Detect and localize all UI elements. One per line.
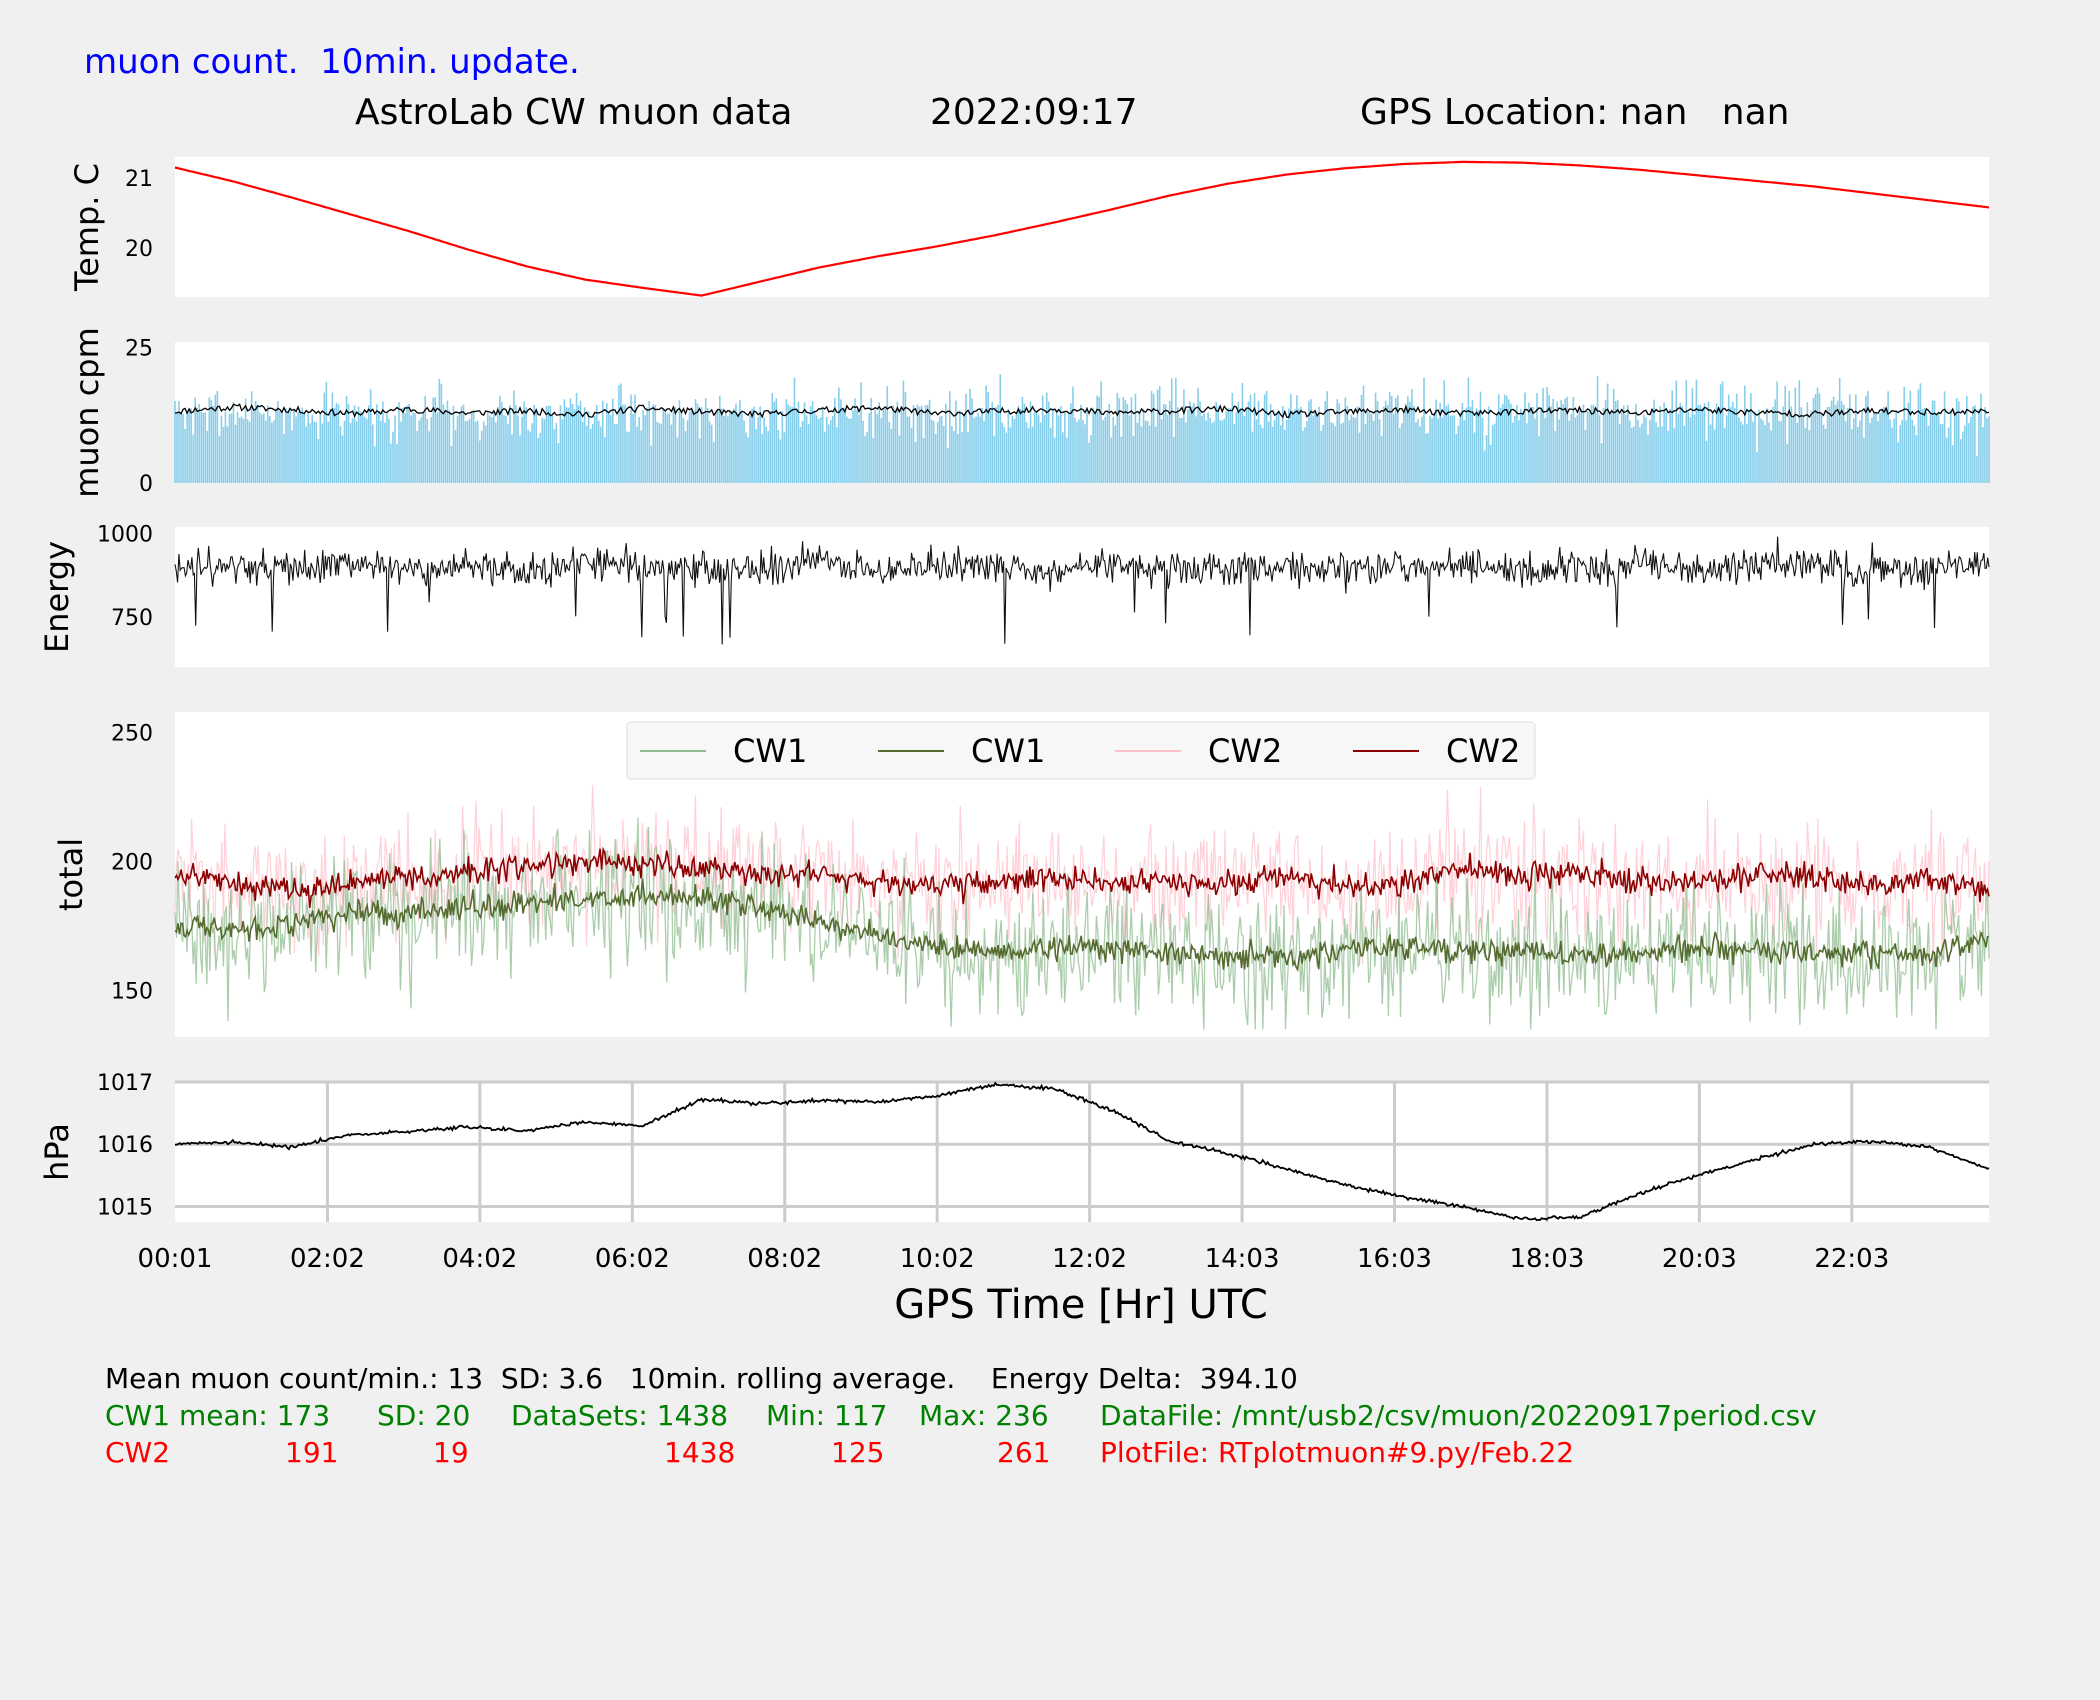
muon-chart: 20 21 Temp. C 0 25 muon cpm 750 1000 Energy 150 20… (38, 157, 1990, 1328)
legend-box (626, 721, 1536, 780)
plot-area-pressure (175, 1082, 1989, 1222)
plot-area-energy (175, 527, 1989, 667)
x-tick-label: 22:03 (1814, 1244, 1889, 1274)
y-tick-label-total: 200 (111, 851, 153, 876)
cw1-min: Min: 117 (766, 1399, 888, 1432)
y-tick-label-pressure: 1017 (97, 1071, 153, 1096)
cw2-max: 261 (997, 1436, 1051, 1469)
y-tick-label-energy: 1000 (97, 523, 153, 548)
y-tick-label-energy: 750 (111, 606, 153, 631)
x-tick-label: 10:02 (900, 1244, 975, 1274)
muon-rolling-average (174, 403, 1990, 419)
cw2-average-line (174, 846, 1990, 908)
cw1-sd: SD: 20 (377, 1399, 471, 1432)
pressure-line (174, 1081, 1990, 1222)
cw2-label: CW2 (105, 1436, 171, 1469)
chart-subtitle: muon count. 10min. update. (84, 42, 580, 82)
cw1-datasets: DataSets: 1438 (511, 1399, 729, 1432)
panel-temp: 20 21 Temp. C (68, 157, 1990, 297)
x-tick-label: 18:03 (1509, 1244, 1584, 1274)
muon-bars (174, 374, 1990, 483)
cw2-datasets: 1438 (664, 1436, 736, 1469)
cw1-average-line (174, 878, 1990, 973)
cw1-mean: CW1 mean: 173 (105, 1399, 331, 1432)
chart-title: AstroLab CW muon data (355, 92, 793, 133)
stats-line-cw2: CW2 191 19 1438 125 261 PlotFile: RTplot… (105, 1436, 2005, 1472)
y-axis-label-total: total (52, 838, 90, 911)
x-tick-label: 06:02 (595, 1244, 670, 1274)
y-tick-label-pressure: 1015 (97, 1195, 153, 1220)
y-axis-label-temp: Temp. C (68, 163, 106, 292)
y-tick-label-total: 150 (111, 980, 153, 1005)
data-file: DataFile: /mnt/usb2/csv/muon/20220917per… (1100, 1399, 1817, 1432)
y-tick-label-temp: 21 (125, 167, 153, 192)
gps-location: GPS Location: nan nan (1360, 92, 1790, 133)
cw2-min: 125 (831, 1436, 885, 1469)
legend-label: CW2 (1446, 732, 1520, 770)
x-tick-label: 04:02 (442, 1244, 517, 1274)
cw1-max: Max: 236 (919, 1399, 1049, 1432)
panel-total: 150 200 250 total CW1 CW1 CW2 CW2 (52, 712, 1990, 1037)
stats-line-cw1: CW1 mean: 173 SD: 20 DataSets: 1438 Min:… (105, 1399, 2005, 1435)
cw2-sd: 19 (433, 1436, 469, 1469)
energy-line (174, 536, 1990, 645)
cw2-raw-line (174, 785, 1990, 973)
panel-muon: 0 25 muon cpm (68, 327, 1990, 498)
x-tick-label: 12:02 (1052, 1244, 1127, 1274)
chart-date: 2022:09:17 (930, 92, 1138, 133)
cw2-mean: 191 (285, 1436, 339, 1469)
y-tick-label-muon: 25 (125, 336, 153, 361)
plot-area-temp (175, 157, 1989, 297)
y-tick-label-muon: 0 (139, 472, 153, 497)
x-tick-label: 14:03 (1205, 1244, 1280, 1274)
x-axis: 00:01 02:02 04:02 06:02 08:02 10:02 12:02 14:03… (138, 1244, 1890, 1328)
x-tick-label: 00:01 (138, 1244, 213, 1274)
cw1-raw-line (174, 817, 1990, 1030)
stats-line-summary: Mean muon count/min.: 13 SD: 3.6 10min. … (105, 1362, 1298, 1395)
y-tick-label-temp: 20 (125, 237, 153, 262)
x-tick-label: 16:03 (1357, 1244, 1432, 1274)
legend: CW1 CW1 CW2 CW2 (626, 721, 1536, 780)
x-tick-label: 02:02 (290, 1244, 365, 1274)
plot-file: PlotFile: RTplotmuon#9.py/Feb.22 (1100, 1436, 1575, 1469)
y-axis-label-energy: Energy (38, 541, 76, 653)
y-axis-label-pressure: hPa (38, 1123, 76, 1181)
x-axis-label: GPS Time [Hr] UTC (894, 1282, 1268, 1328)
x-tick-label: 08:02 (747, 1244, 822, 1274)
temperature-line (174, 160, 1990, 297)
legend-label: CW1 (971, 732, 1045, 770)
panel-energy: 750 1000 Energy (38, 523, 1990, 667)
y-axis-label-muon: muon cpm (68, 327, 106, 498)
y-tick-label-total: 250 (111, 722, 153, 747)
legend-label: CW2 (1208, 732, 1282, 770)
y-tick-label-pressure: 1016 (97, 1133, 153, 1158)
x-tick-label: 20:03 (1662, 1244, 1737, 1274)
panel-pressure: 1015 1016 1017 hPa (38, 1071, 1990, 1222)
legend-label: CW1 (733, 732, 807, 770)
